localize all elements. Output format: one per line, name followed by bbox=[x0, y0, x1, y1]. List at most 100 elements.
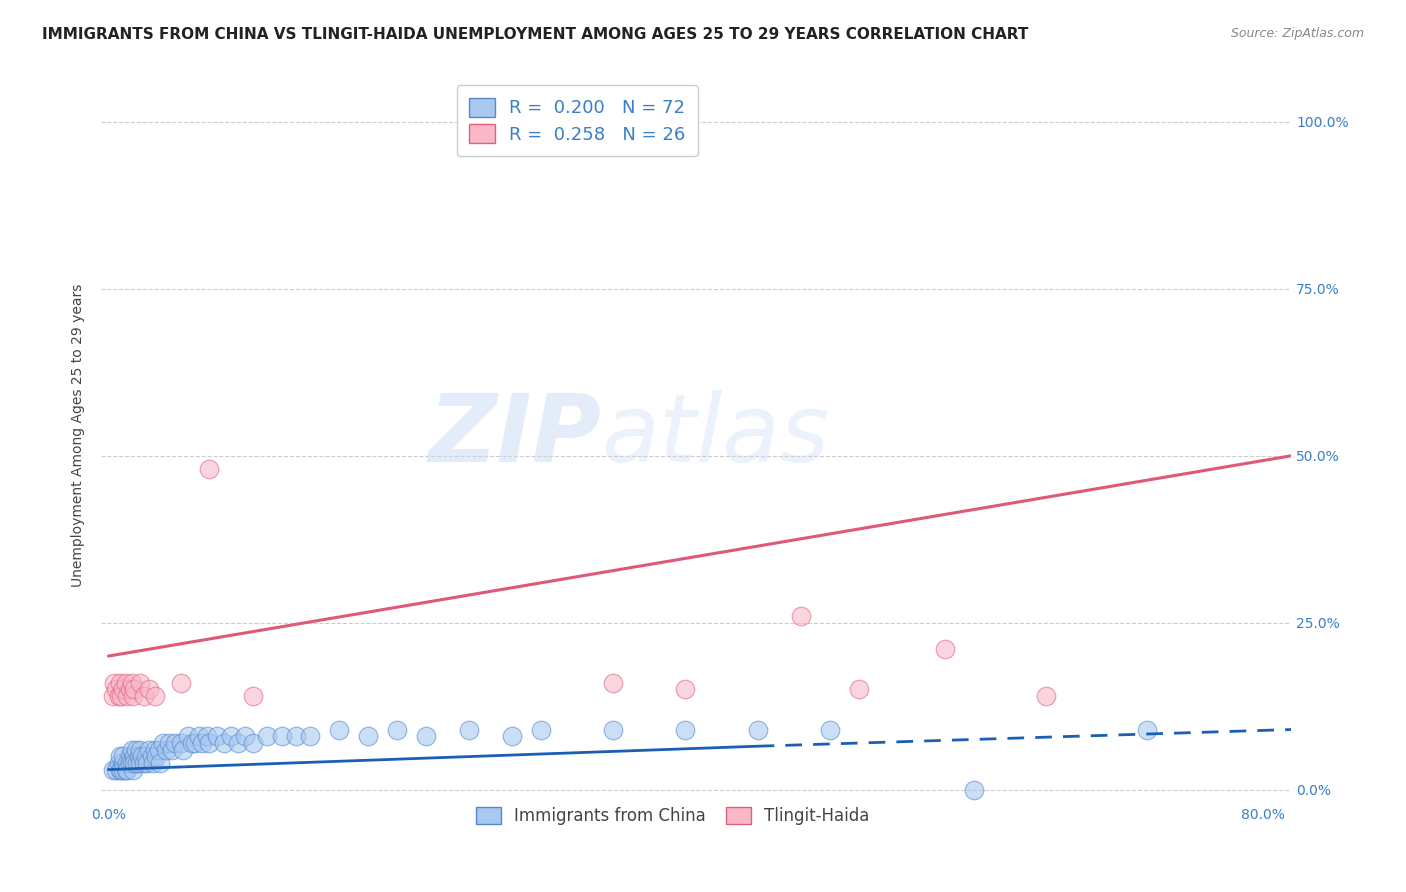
Point bbox=[235, 729, 257, 743]
Point bbox=[934, 642, 956, 657]
Point bbox=[136, 756, 159, 770]
Point bbox=[110, 763, 132, 777]
Point bbox=[124, 682, 146, 697]
Point bbox=[152, 736, 174, 750]
Point bbox=[299, 729, 322, 743]
Point bbox=[114, 675, 136, 690]
Point bbox=[115, 756, 138, 770]
Point bbox=[134, 689, 156, 703]
Point bbox=[184, 736, 207, 750]
Point bbox=[790, 609, 813, 624]
Point bbox=[101, 763, 124, 777]
Point bbox=[675, 723, 697, 737]
Point bbox=[138, 742, 160, 756]
Point bbox=[602, 723, 624, 737]
Point bbox=[191, 736, 214, 750]
Point bbox=[125, 742, 148, 756]
Point bbox=[385, 723, 408, 737]
Point bbox=[121, 742, 143, 756]
Point bbox=[963, 782, 986, 797]
Point bbox=[1136, 723, 1159, 737]
Point bbox=[818, 723, 841, 737]
Point bbox=[128, 749, 150, 764]
Point bbox=[104, 682, 127, 697]
Point bbox=[107, 689, 129, 703]
Point bbox=[501, 729, 523, 743]
Point bbox=[127, 756, 149, 770]
Point bbox=[129, 756, 152, 770]
Point bbox=[111, 756, 134, 770]
Point bbox=[108, 675, 131, 690]
Point bbox=[848, 682, 870, 697]
Point bbox=[163, 736, 186, 750]
Point bbox=[120, 756, 142, 770]
Point bbox=[157, 736, 180, 750]
Point bbox=[138, 682, 160, 697]
Point bbox=[284, 729, 307, 743]
Point bbox=[124, 756, 146, 770]
Point bbox=[108, 749, 131, 764]
Point bbox=[120, 749, 142, 764]
Point bbox=[104, 763, 127, 777]
Text: Source: ZipAtlas.com: Source: ZipAtlas.com bbox=[1230, 27, 1364, 40]
Point bbox=[122, 689, 145, 703]
Point bbox=[107, 756, 129, 770]
Point bbox=[155, 742, 177, 756]
Point bbox=[195, 729, 218, 743]
Point bbox=[219, 729, 242, 743]
Point bbox=[121, 756, 143, 770]
Point bbox=[226, 736, 249, 750]
Point bbox=[141, 749, 163, 764]
Point bbox=[458, 723, 481, 737]
Point bbox=[121, 675, 143, 690]
Point bbox=[103, 675, 125, 690]
Point bbox=[143, 742, 166, 756]
Point bbox=[110, 689, 132, 703]
Point bbox=[328, 723, 350, 737]
Point bbox=[188, 729, 211, 743]
Point bbox=[530, 723, 553, 737]
Legend: Immigrants from China, Tlingit-Haida: Immigrants from China, Tlingit-Haida bbox=[465, 797, 879, 835]
Point bbox=[149, 756, 172, 770]
Point bbox=[160, 742, 183, 756]
Point bbox=[256, 729, 278, 743]
Point bbox=[115, 689, 138, 703]
Point bbox=[115, 763, 138, 777]
Point bbox=[169, 736, 191, 750]
Point bbox=[1035, 689, 1057, 703]
Point bbox=[129, 675, 152, 690]
Point bbox=[242, 689, 264, 703]
Point bbox=[675, 682, 697, 697]
Point bbox=[242, 736, 264, 750]
Point bbox=[602, 675, 624, 690]
Point bbox=[120, 682, 142, 697]
Point bbox=[212, 736, 235, 750]
Text: IMMIGRANTS FROM CHINA VS TLINGIT-HAIDA UNEMPLOYMENT AMONG AGES 25 TO 29 YEARS CO: IMMIGRANTS FROM CHINA VS TLINGIT-HAIDA U… bbox=[42, 27, 1029, 42]
Point bbox=[270, 729, 292, 743]
Point bbox=[205, 729, 228, 743]
Point bbox=[145, 749, 167, 764]
Point bbox=[747, 723, 769, 737]
Point bbox=[108, 763, 131, 777]
Point bbox=[169, 675, 191, 690]
Point bbox=[101, 689, 124, 703]
Point bbox=[142, 756, 165, 770]
Point bbox=[135, 749, 157, 764]
Point bbox=[122, 763, 145, 777]
Point bbox=[198, 462, 221, 476]
Text: ZIP: ZIP bbox=[429, 390, 600, 482]
Point bbox=[415, 729, 437, 743]
Point bbox=[124, 749, 146, 764]
Point bbox=[111, 763, 134, 777]
Point bbox=[143, 689, 166, 703]
Point bbox=[181, 736, 204, 750]
Point bbox=[129, 742, 152, 756]
Point bbox=[177, 729, 200, 743]
Point bbox=[134, 756, 156, 770]
Point bbox=[131, 749, 153, 764]
Text: atlas: atlas bbox=[600, 390, 830, 482]
Point bbox=[148, 742, 170, 756]
Point bbox=[357, 729, 380, 743]
Point bbox=[114, 763, 136, 777]
Point bbox=[111, 749, 134, 764]
